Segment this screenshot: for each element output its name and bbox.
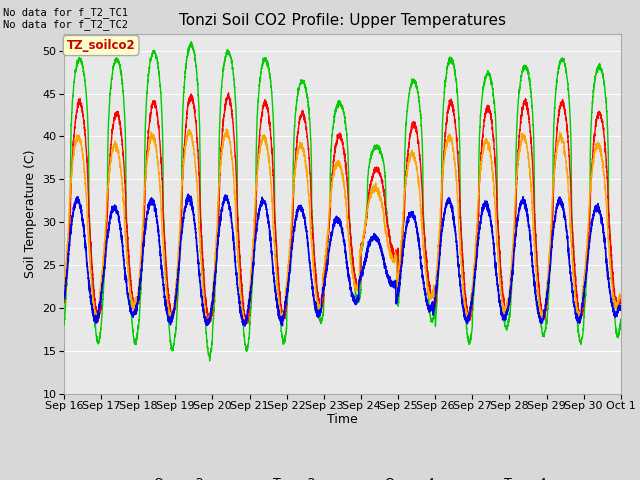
Tree -2cm xyxy=(499,306,507,312)
Title: Tonzi Soil CO2 Profile: Upper Temperatures: Tonzi Soil CO2 Profile: Upper Temperatur… xyxy=(179,13,506,28)
Tree -4cm xyxy=(160,287,168,293)
Tree -2cm xyxy=(617,295,625,300)
Line: Open -2cm: Open -2cm xyxy=(64,93,621,323)
Tree -2cm xyxy=(322,252,330,257)
Open -2cm xyxy=(322,261,330,266)
Tree -4cm xyxy=(468,299,476,305)
Line: Tree -4cm: Tree -4cm xyxy=(64,194,621,326)
Y-axis label: Soil Temperature (C): Soil Temperature (C) xyxy=(24,149,36,278)
Line: Tree -2cm: Tree -2cm xyxy=(64,129,621,325)
X-axis label: Time: Time xyxy=(327,413,358,426)
Tree -2cm xyxy=(160,255,168,261)
Tree -2cm xyxy=(436,204,444,210)
Open -4cm xyxy=(616,323,624,328)
Tree -4cm xyxy=(184,192,192,197)
Open -4cm xyxy=(160,223,168,228)
Tree -4cm xyxy=(436,242,444,248)
Open -2cm xyxy=(616,294,624,300)
Open -2cm xyxy=(617,292,625,298)
Open -2cm xyxy=(160,228,168,234)
Tree -2cm xyxy=(60,288,68,294)
Tree -4cm xyxy=(322,271,330,276)
Tree -2cm xyxy=(616,296,624,301)
Legend: Open -2cm, Tree -2cm, Open -4cm, Tree -4cm: Open -2cm, Tree -2cm, Open -4cm, Tree -4… xyxy=(115,472,570,480)
Tree -2cm xyxy=(468,294,476,300)
Open -2cm xyxy=(60,300,68,306)
Tree -4cm xyxy=(616,307,624,312)
Open -2cm xyxy=(225,90,232,96)
Tree -4cm xyxy=(499,312,507,318)
Tree -4cm xyxy=(241,323,249,329)
Text: No data for f_T2_TC2: No data for f_T2_TC2 xyxy=(3,19,128,30)
Open -4cm xyxy=(206,358,214,364)
Open -4cm xyxy=(322,266,330,272)
Open -4cm xyxy=(499,304,507,310)
Text: No data for f_T2_TC1: No data for f_T2_TC1 xyxy=(3,7,128,18)
Open -4cm xyxy=(436,225,444,231)
Tree -4cm xyxy=(617,306,625,312)
Tree -4cm xyxy=(60,294,68,300)
Open -4cm xyxy=(617,318,625,324)
Tree -2cm xyxy=(241,322,249,328)
Open -2cm xyxy=(499,296,507,302)
Open -2cm xyxy=(436,226,444,231)
Open -2cm xyxy=(205,320,213,326)
Open -4cm xyxy=(60,320,68,326)
Line: Open -4cm: Open -4cm xyxy=(64,42,621,361)
Open -2cm xyxy=(468,309,476,314)
Tree -2cm xyxy=(223,126,230,132)
Text: TZ_soilco2: TZ_soilco2 xyxy=(67,39,136,52)
Open -4cm xyxy=(188,39,195,45)
Open -4cm xyxy=(468,331,476,337)
